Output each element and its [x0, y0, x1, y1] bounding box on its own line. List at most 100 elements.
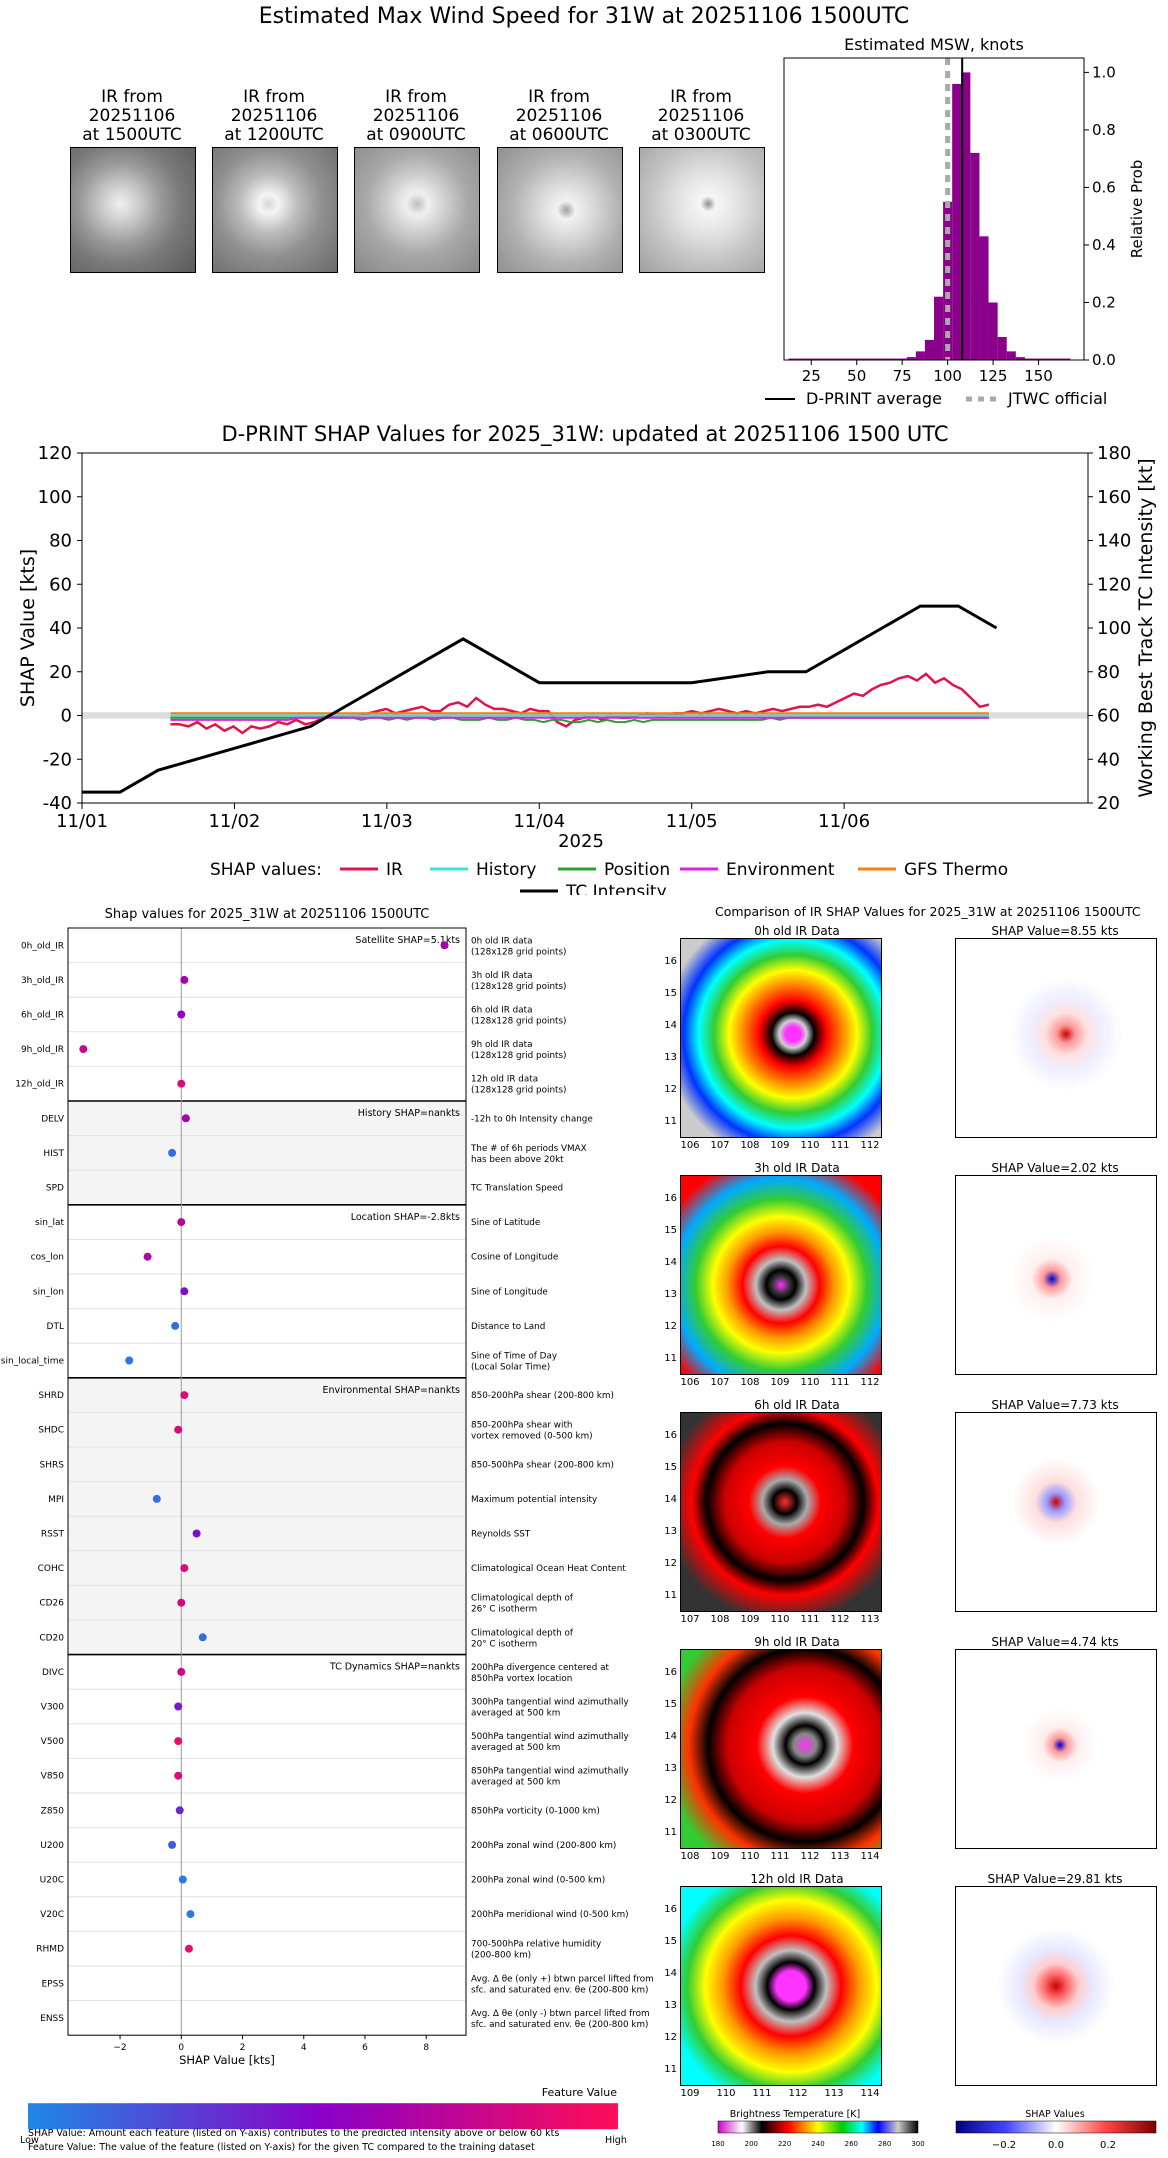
- histogram-bar: [979, 236, 989, 360]
- histogram-bar: [1024, 358, 1034, 360]
- group-label: Location SHAP=-2.8kts: [351, 1212, 460, 1223]
- x-tick-label: 25: [802, 367, 821, 385]
- ir-panel-xtick: 108: [740, 1140, 760, 1151]
- caption-line: IR from: [243, 87, 305, 107]
- ir-panel-ytick: 13: [664, 2000, 677, 2011]
- feature-name: V300: [41, 1703, 65, 1713]
- timeseries-title: D-PRINT SHAP Values for 2025_31W: update…: [221, 422, 948, 447]
- feature-name: 3h_old_IR: [21, 976, 64, 986]
- tc-intensity-line: [82, 604, 998, 794]
- feature-desc: has been above 20kt: [471, 1155, 564, 1165]
- shap-point: [186, 1910, 195, 1919]
- histogram-bar: [1015, 357, 1025, 360]
- ir-panel-xtick: 108: [680, 1851, 700, 1862]
- legend-label: Position: [604, 860, 670, 880]
- x-tick-label: 11/02: [208, 811, 260, 832]
- feature-name: V500: [41, 1737, 65, 1747]
- ir-panel-xtick: 113: [824, 2088, 844, 2099]
- shap-point: [177, 1218, 186, 1227]
- y-tick-label: 60: [49, 574, 72, 595]
- feature-name: RSST: [41, 1530, 65, 1540]
- timeseries-frame: [81, 452, 1089, 804]
- caption-date: 20251106: [230, 106, 318, 126]
- x-tick-label: 11/04: [513, 811, 565, 832]
- feature-name: DELV: [41, 1114, 65, 1124]
- shap-panel-image: [955, 1886, 1157, 2086]
- bt-colorbar-tick: 240: [811, 2140, 824, 2148]
- feature-desc: (128x128 grid points): [471, 1051, 567, 1061]
- x-axis-label: SHAP Value [kts]: [179, 2053, 275, 2067]
- feature-name: SHRD: [38, 1391, 64, 1401]
- histogram-bar: [815, 358, 825, 360]
- shap-point: [180, 1564, 189, 1573]
- bt-colorbar: [717, 2120, 919, 2134]
- bt-colorbar-tick: 300: [911, 2140, 924, 2148]
- histogram-bar: [961, 72, 971, 360]
- ir-thumbnail-caption: IR from 20251106 at 0900UTC: [341, 88, 491, 145]
- bt-colorbar-tick: 200: [745, 2140, 758, 2148]
- ir-panel-ytick: 16: [664, 1430, 677, 1441]
- feature-desc: Sine of Longitude: [471, 1287, 548, 1297]
- y-tick-label: 80: [49, 531, 72, 552]
- histogram-bar: [852, 358, 862, 360]
- y-tick-label: 120: [38, 443, 72, 464]
- shap-panel-title: SHAP Value=7.73 kts: [991, 1398, 1119, 1412]
- group-label: TC Dynamics SHAP=nankts: [329, 1662, 460, 1673]
- ir-panel-title: 3h old IR Data: [754, 1161, 840, 1175]
- shap-point: [177, 1598, 186, 1607]
- y-right-tick-label: 180: [1097, 443, 1131, 464]
- shap-point: [152, 1494, 161, 1503]
- shap-point: [143, 1252, 152, 1261]
- feature-desc: Cosine of Longitude: [471, 1253, 558, 1263]
- feature-desc: sfc. and saturated env. θe (200-800 km): [471, 2020, 648, 2030]
- histogram-bar: [906, 357, 916, 360]
- y-tick-label: 20: [49, 662, 72, 683]
- shap-panel-image: [955, 1175, 1157, 1375]
- ir-panel-ytick: 13: [664, 1289, 677, 1300]
- feature-desc: 200hPa meridional wind (0-500 km): [471, 1910, 629, 1920]
- histogram-bar: [824, 358, 834, 360]
- x-tick-label: 4: [301, 2043, 307, 2053]
- y-right-tick-label: 80: [1097, 662, 1120, 683]
- feature-desc: 12h old IR data: [471, 1075, 538, 1085]
- ir-thumbnail-image: [639, 147, 765, 273]
- shap-panel-image: [955, 1412, 1157, 1612]
- y-right-tick-label: 120: [1097, 574, 1131, 595]
- ir-panel-ytick: 11: [664, 1590, 677, 1601]
- shap-point: [177, 1010, 186, 1019]
- feature-desc: averaged at 500 km: [471, 1709, 560, 1719]
- shap-timeseries-chart: D-PRINT SHAP Values for 2025_31W: update…: [17, 422, 1157, 895]
- feature-name: sin_lat: [35, 1218, 64, 1228]
- feature-desc: Climatological depth of: [471, 1594, 574, 1604]
- feature-name: HIST: [43, 1149, 64, 1159]
- feature-desc: 700-500hPa relative humidity: [471, 1940, 601, 1950]
- ir-panel-ytick: 16: [664, 1193, 677, 1204]
- ir-panel-ytick: 13: [664, 1052, 677, 1063]
- caption-time: at 1200UTC: [224, 125, 324, 145]
- feature-name: 9h_old_IR: [21, 1045, 64, 1055]
- feature-desc: averaged at 500 km: [471, 1743, 560, 1753]
- ir-panel-ytick: 16: [664, 1904, 677, 1915]
- feature-desc: Avg. Δ θe (only -) btwn parcel lifted fr…: [471, 2009, 650, 2019]
- feature-name: SHRS: [40, 1460, 65, 1470]
- ir-panel-ytick: 14: [664, 1494, 677, 1505]
- y-right-tick-label: 20: [1097, 793, 1120, 814]
- ir-panel-image: [680, 1175, 882, 1375]
- ir-panel-ytick: 15: [664, 1699, 677, 1710]
- ir-panel-ytick: 16: [664, 956, 677, 967]
- feature-desc: vortex removed (0-500 km): [471, 1432, 593, 1442]
- feature-name: COHC: [38, 1564, 64, 1574]
- feature-desc: 200hPa divergence centered at: [471, 1663, 609, 1673]
- shap-point: [174, 1737, 183, 1746]
- ir-panel-xtick: 110: [770, 1614, 790, 1625]
- y-tick-label: -20: [43, 749, 72, 770]
- x-tick-label: 11/03: [361, 811, 413, 832]
- bt-colorbar-tick: 280: [878, 2140, 891, 2148]
- ir-panel-ytick: 14: [664, 1731, 677, 1742]
- ir-panel-title: 9h old IR Data: [754, 1635, 840, 1649]
- shap-point: [440, 941, 449, 950]
- feature-desc: 6h old IR data: [471, 1006, 533, 1016]
- ir-panel-ytick: 11: [664, 2064, 677, 2075]
- feature-desc: 850-500hPa shear (200-800 km): [471, 1460, 614, 1470]
- feature-name: sin_lon: [33, 1287, 64, 1297]
